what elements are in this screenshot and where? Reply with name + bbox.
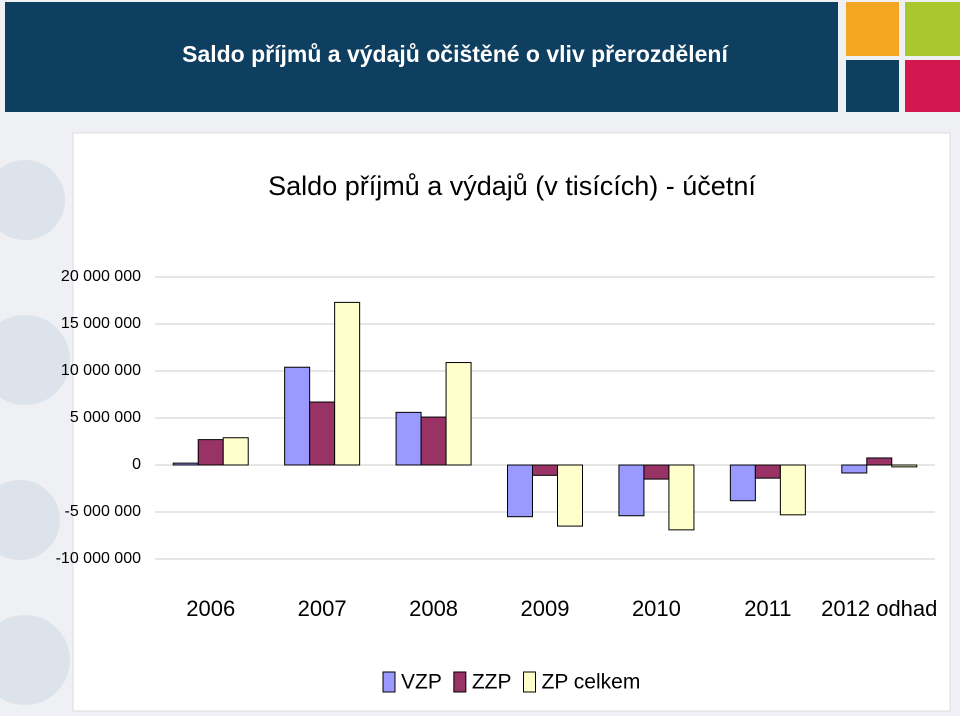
bar [507,464,533,518]
bar [841,464,868,474]
tile [846,2,899,56]
y-tick-label: -10 000 000 [56,550,142,567]
bar [197,439,224,466]
bar [445,362,472,466]
bar [334,301,361,466]
chart-title: Saldo příjmů a výdajů (v tisících) - úče… [268,171,756,201]
legend-swatch [453,671,467,693]
tile [905,60,960,112]
swirl [0,480,60,560]
header-title: Saldo příjmů a výdajů očištěné o vliv př… [182,41,729,67]
bar [729,464,756,502]
tile [846,60,899,112]
y-tick-label: 0 [132,456,141,473]
x-tick-label: 2011 [744,596,791,621]
header-bar [5,2,838,112]
y-tick-label: 5 000 000 [70,409,141,426]
y-tick-label: 20 000 000 [61,268,141,285]
bar [284,366,311,466]
tile [905,2,960,56]
bar [420,416,447,466]
bar [222,437,249,466]
bar [395,411,422,466]
legend-label: ZZP [472,671,512,694]
y-tick-label: -5 000 000 [64,503,141,520]
legend-swatch [523,671,537,693]
swirl [0,315,70,405]
bar [309,401,336,466]
y-tick-label: 10 000 000 [61,362,141,379]
legend-label: VZP [401,671,442,694]
legend-swatch [382,671,396,693]
bar [754,464,781,479]
bar [668,464,695,531]
bar [557,464,583,527]
x-tick-label: 2009 [521,596,570,621]
x-tick-label: 2007 [298,596,347,621]
x-tick-label: 2012 odhad [821,596,937,621]
y-tick-label: 15 000 000 [61,315,141,332]
bar [172,462,199,466]
decoration [0,160,70,705]
bar [891,464,918,468]
chart-area [72,132,951,712]
bar [532,464,558,476]
x-tick-label: 2008 [409,596,458,621]
bar [779,464,806,516]
bar [643,464,670,480]
swirl [0,160,65,240]
x-tick-label: 2006 [186,596,235,621]
bar [618,464,645,517]
x-tick-label: 2010 [632,596,681,621]
legend-label: ZP celkem [542,671,641,694]
bar [866,457,893,466]
swirl [0,615,70,705]
